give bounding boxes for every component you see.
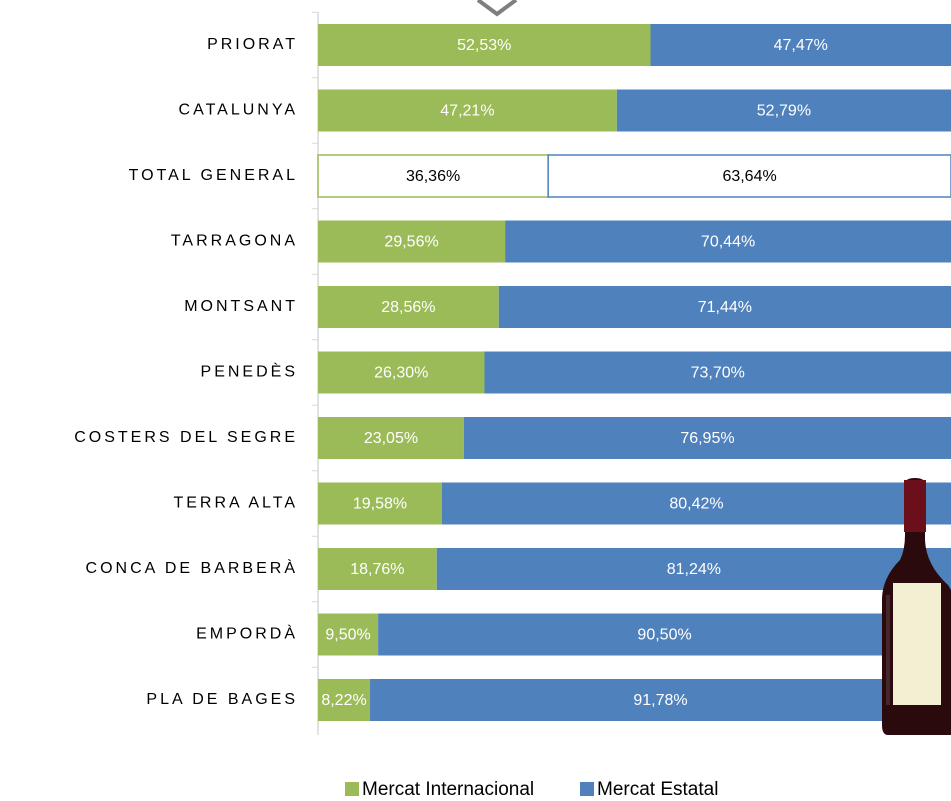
value-label: 36,36% (406, 168, 460, 185)
value-label: 52,53% (457, 37, 511, 54)
value-label: 63,64% (722, 168, 776, 185)
value-label: 90,50% (637, 627, 691, 644)
category-label: COSTERS DEL SEGRE (74, 429, 298, 446)
bottle-highlight (886, 595, 890, 705)
value-label: 28,56% (381, 299, 435, 316)
value-label: 80,42% (669, 496, 723, 513)
category-label: PLA DE BAGES (146, 691, 298, 708)
category-label: MONTSANT (184, 298, 298, 315)
category-label: TARRAGONA (171, 233, 298, 250)
category-label: EMPORDÀ (196, 624, 298, 643)
legend-swatch (580, 782, 594, 796)
category-label: PENEDÈS (201, 362, 298, 381)
value-label: 9,50% (325, 627, 370, 644)
value-label: 47,21% (440, 103, 494, 120)
category-label: TOTAL GENERAL (129, 167, 298, 184)
chart: PRIORAT 52,53% 47,47% CATALUNYA 47,21% 52,79%… (0, 0, 951, 801)
legend-swatch (345, 782, 359, 796)
bottle-label (893, 583, 941, 705)
value-label: 70,44% (701, 234, 755, 251)
legend-label: Mercat Estatal (597, 779, 718, 800)
value-label: 91,78% (633, 692, 687, 709)
page: PRIORAT 52,53% 47,47% CATALUNYA 47,21% 52,79%… (0, 0, 951, 801)
value-label: 47,47% (774, 37, 828, 54)
value-label: 26,30% (374, 365, 428, 382)
value-label: 76,95% (680, 430, 734, 447)
value-label: 52,79% (757, 103, 811, 120)
value-label: 71,44% (698, 299, 752, 316)
category-label: TERRA ALTA (173, 495, 298, 512)
value-label: 8,22% (321, 692, 366, 709)
legend-label: Mercat Internacional (362, 779, 534, 800)
value-label: 18,76% (350, 561, 404, 578)
category-label: CONCA DE BARBERÀ (86, 558, 298, 577)
bottle-capsule (904, 480, 926, 532)
value-label: 81,24% (667, 561, 721, 578)
value-label: 19,58% (353, 496, 407, 513)
value-label: 73,70% (691, 365, 745, 382)
value-label: 29,56% (384, 234, 438, 251)
marker-arrow (478, 0, 516, 14)
value-label: 23,05% (364, 430, 418, 447)
category-label: PRIORAT (207, 36, 298, 53)
category-label: CATALUNYA (179, 102, 298, 119)
